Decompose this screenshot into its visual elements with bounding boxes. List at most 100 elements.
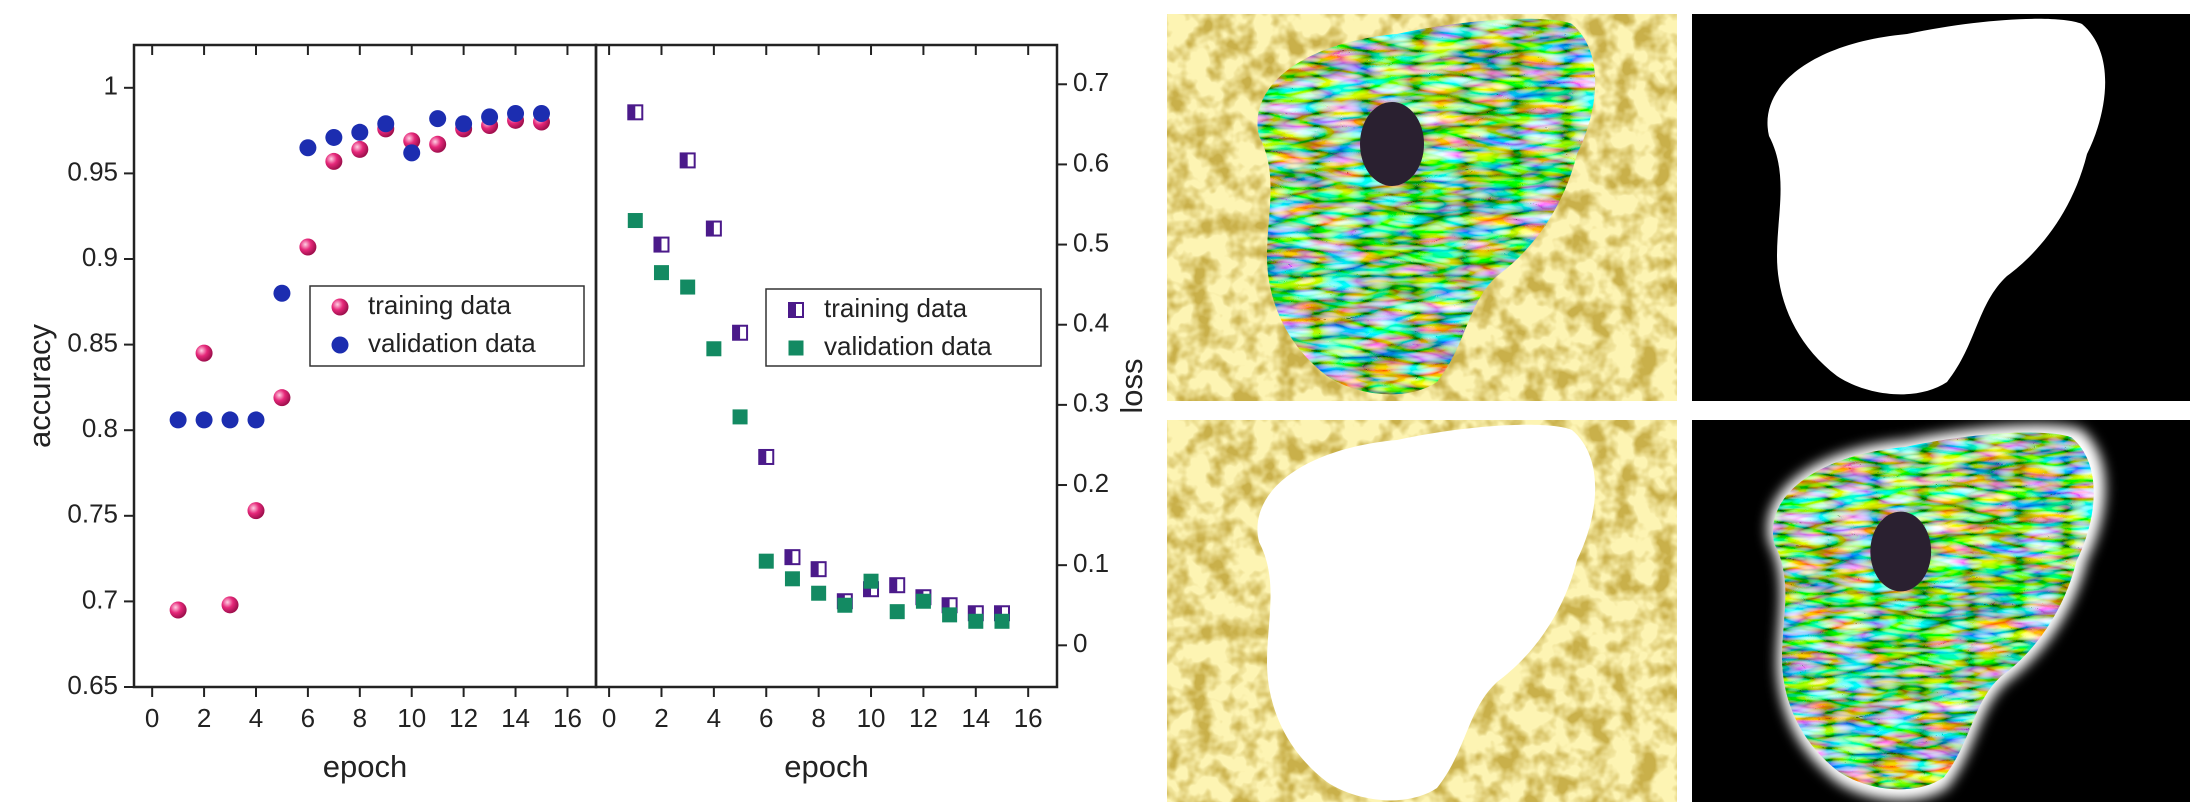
data-point [532,104,550,122]
data-point [994,613,1010,629]
y-tick-label: 0 [1073,628,1087,658]
legend-box [309,285,585,367]
marker [890,578,898,593]
marker [680,279,696,295]
marker [221,411,239,429]
data-point [247,502,265,520]
data-point [377,115,395,133]
y-tick-label: 0.2 [1073,468,1109,498]
marker [351,140,369,158]
photo-background [1167,420,1677,802]
legend-marker [788,302,804,318]
data-point [863,573,879,589]
legend-marker [331,336,349,354]
x-tick-label: 6 [301,703,315,733]
x-tick-label: 14 [961,703,990,733]
x-tick-label: 12 [909,703,938,733]
marker [788,340,804,356]
marker [221,596,239,614]
marker [654,237,662,252]
y-tick-label: 1 [104,71,118,101]
data-point [299,139,317,157]
data-point [403,144,421,162]
legend-marker [788,340,804,356]
marker [247,502,265,520]
data-point [811,585,827,601]
marker [942,607,958,623]
data-point [325,152,343,170]
data-point [915,593,931,609]
data-point [705,220,722,237]
data-point [325,128,343,146]
marker [403,144,421,162]
data-point [429,135,447,153]
y-tick-label: 0.3 [1073,388,1109,418]
data-point [351,140,369,158]
photo-lesion [1692,420,2190,802]
marker [532,104,550,122]
marker [785,550,793,565]
y-tick-label: 0.75 [67,499,118,529]
marker [759,449,767,464]
marker [811,562,819,577]
marker [429,110,447,128]
data-point [758,448,775,465]
x-tick-label: 14 [501,703,530,733]
y-tick-label: 0.7 [1073,67,1109,97]
data-point [247,411,265,429]
marker [864,582,872,597]
x-tick-label: 8 [353,703,367,733]
marker [331,336,349,354]
photo-original [1167,14,1677,401]
data-point [653,236,670,253]
x-tick-label: 8 [811,703,825,733]
marker [325,152,343,170]
x-tick-label: 6 [759,703,773,733]
y-axis-label: loss [1114,358,1149,413]
marker [325,128,343,146]
data-point [706,341,722,357]
x-tick-label: 16 [1014,703,1043,733]
x-axis-label: epoch [784,749,868,784]
x-tick-label: 10 [397,703,426,733]
marker [789,303,796,317]
y-tick-label: 0.95 [67,156,118,186]
data-point [403,132,421,150]
marker [273,389,291,407]
marker [507,104,525,122]
marker [863,573,879,589]
x-tick-label: 2 [654,703,668,733]
marker [942,598,950,613]
data-point [784,549,801,566]
marker [837,597,853,613]
x-tick-label: 16 [553,703,582,733]
marker [403,132,421,150]
legend-label: training data [368,290,512,320]
marker [628,105,636,120]
marker [968,606,976,621]
legend-label: training data [824,293,968,323]
data-point [455,115,473,133]
marker [299,238,317,256]
marker [889,604,905,620]
x-axis-label: epoch [323,749,407,784]
marker [706,221,714,236]
data-point [837,597,853,613]
marker [273,284,291,302]
data-point [195,411,213,429]
data-point [942,607,958,623]
data-point [273,284,291,302]
data-point [680,279,696,295]
data-point [732,409,748,425]
data-point [429,110,447,128]
data-point [195,344,213,362]
marker [627,213,643,229]
marker [195,411,213,429]
data-point [221,596,239,614]
marker [915,593,931,609]
marker [351,123,369,141]
y-tick-label: 0.9 [82,242,118,272]
data-point [653,265,669,281]
y-tick-label: 0.5 [1073,227,1109,257]
